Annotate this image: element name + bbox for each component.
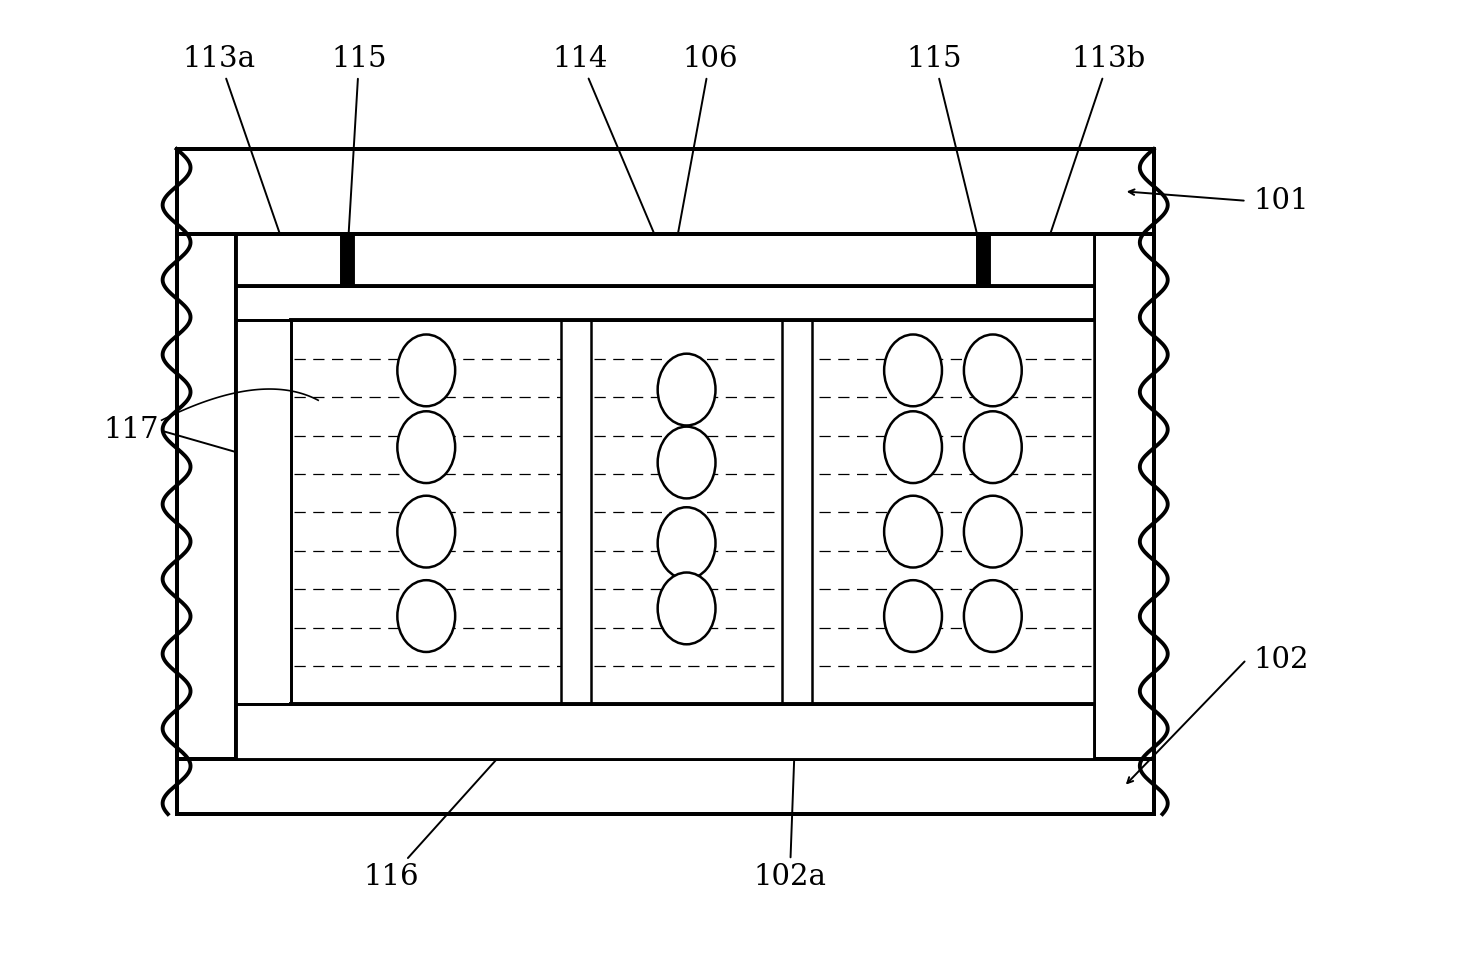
Text: 115: 115 — [331, 46, 386, 255]
Bar — [989, 233, 1094, 286]
Ellipse shape — [657, 427, 715, 499]
Ellipse shape — [398, 496, 455, 568]
Bar — [236, 233, 341, 286]
Bar — [291, 321, 1094, 705]
Text: 113a: 113a — [184, 46, 288, 255]
Bar — [561, 321, 592, 705]
Text: 116: 116 — [363, 736, 519, 891]
Bar — [176, 233, 236, 759]
Ellipse shape — [398, 580, 455, 652]
Ellipse shape — [884, 580, 943, 652]
Ellipse shape — [884, 334, 943, 406]
Bar — [236, 321, 291, 705]
Bar — [1094, 233, 1154, 759]
Ellipse shape — [965, 496, 1021, 568]
Text: 114: 114 — [552, 46, 664, 255]
Bar — [341, 233, 353, 286]
Bar — [236, 286, 1094, 321]
Text: 106: 106 — [663, 46, 737, 298]
Ellipse shape — [657, 354, 715, 426]
Bar — [176, 759, 1154, 815]
Bar — [561, 321, 592, 705]
Ellipse shape — [965, 580, 1021, 652]
Bar — [176, 149, 1154, 233]
Bar — [978, 233, 989, 286]
Bar — [989, 233, 1094, 286]
Text: 101: 101 — [1253, 187, 1308, 215]
Bar — [176, 233, 236, 759]
Bar — [1094, 233, 1154, 759]
Ellipse shape — [884, 496, 943, 568]
Ellipse shape — [884, 411, 943, 483]
Ellipse shape — [657, 507, 715, 579]
Text: 102: 102 — [1253, 645, 1308, 674]
Bar — [176, 149, 1154, 233]
Bar — [989, 233, 1094, 286]
Text: 113b: 113b — [1042, 46, 1147, 255]
Text: 102a: 102a — [753, 689, 826, 891]
Bar — [353, 233, 978, 286]
Bar — [236, 286, 1094, 321]
Bar — [1094, 233, 1154, 759]
Bar — [353, 233, 978, 286]
Bar — [236, 705, 1094, 759]
Bar — [176, 759, 1154, 815]
Text: 117: 117 — [103, 416, 159, 444]
Bar — [236, 321, 291, 705]
Bar — [236, 233, 341, 286]
Bar — [236, 286, 1094, 321]
Bar — [236, 321, 291, 705]
Ellipse shape — [398, 411, 455, 483]
Bar — [353, 233, 978, 286]
Ellipse shape — [657, 573, 715, 644]
Bar — [236, 705, 1094, 759]
Bar — [782, 321, 812, 705]
Text: 115: 115 — [906, 46, 985, 255]
Bar — [176, 233, 236, 759]
Bar — [782, 321, 812, 705]
Ellipse shape — [965, 411, 1021, 483]
Bar — [176, 149, 1154, 233]
Bar — [561, 321, 592, 705]
Ellipse shape — [398, 334, 455, 406]
Bar — [236, 233, 341, 286]
Ellipse shape — [965, 334, 1021, 406]
Bar — [176, 759, 1154, 815]
Bar — [782, 321, 812, 705]
Bar — [236, 705, 1094, 759]
